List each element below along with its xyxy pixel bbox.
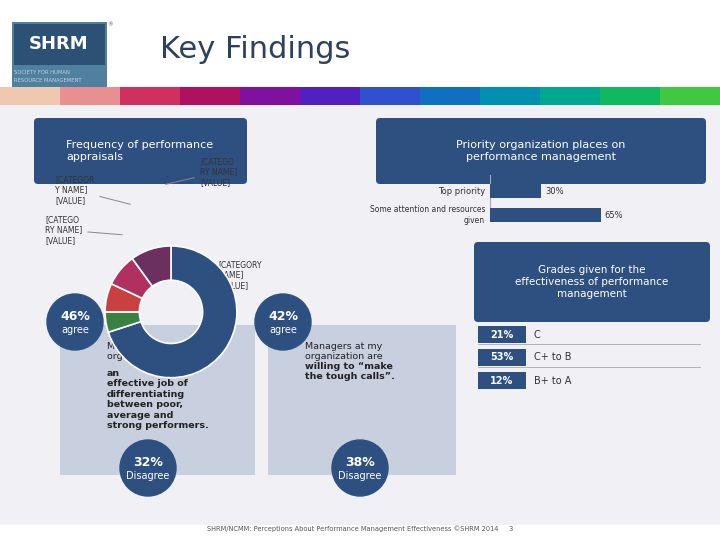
FancyBboxPatch shape	[478, 372, 526, 389]
FancyBboxPatch shape	[300, 87, 361, 105]
FancyBboxPatch shape	[540, 87, 600, 105]
Text: 38%: 38%	[345, 456, 375, 469]
Text: ®: ®	[107, 23, 112, 28]
Text: Disagree: Disagree	[126, 471, 170, 481]
Text: 32%: 32%	[133, 456, 163, 469]
Text: Managers at my
organizations did: Managers at my organizations did	[107, 342, 192, 361]
FancyBboxPatch shape	[180, 87, 240, 105]
FancyBboxPatch shape	[660, 87, 720, 105]
Text: C+ to B: C+ to B	[534, 353, 572, 362]
FancyBboxPatch shape	[600, 87, 660, 105]
Text: [CATEGO
RY NAME]
[VALUE]: [CATEGO RY NAME] [VALUE]	[45, 215, 122, 245]
FancyBboxPatch shape	[420, 87, 480, 105]
Wedge shape	[105, 284, 143, 312]
Text: Disagree: Disagree	[338, 471, 382, 481]
Text: Top priority: Top priority	[438, 186, 485, 195]
FancyBboxPatch shape	[12, 22, 107, 92]
Text: C: C	[534, 329, 541, 340]
Text: SOCIETY FOR HUMAN: SOCIETY FOR HUMAN	[14, 70, 70, 75]
Text: willing to “make
the tough calls”.: willing to “make the tough calls”.	[305, 362, 395, 381]
Text: Grades given for the
effectiveness of performance
management: Grades given for the effectiveness of pe…	[516, 265, 669, 299]
FancyBboxPatch shape	[478, 349, 526, 366]
Text: B+ to A: B+ to A	[534, 375, 572, 386]
Text: 65%: 65%	[605, 211, 623, 219]
Text: [CATEGO
RY NAME]
[VALUE]: [CATEGO RY NAME] [VALUE]	[166, 157, 238, 187]
Circle shape	[120, 440, 176, 496]
FancyBboxPatch shape	[490, 184, 541, 198]
Text: Key Findings: Key Findings	[160, 36, 351, 64]
Text: 12%: 12%	[490, 375, 513, 386]
Text: an
effective job of
differentiating
between poor,
average and
strong performers.: an effective job of differentiating betw…	[107, 369, 209, 430]
FancyBboxPatch shape	[268, 325, 456, 475]
Circle shape	[255, 294, 311, 350]
FancyBboxPatch shape	[376, 118, 706, 184]
Text: 46%: 46%	[60, 310, 90, 323]
FancyBboxPatch shape	[478, 326, 526, 343]
FancyBboxPatch shape	[34, 118, 247, 184]
FancyBboxPatch shape	[490, 208, 600, 222]
Text: agree: agree	[269, 325, 297, 335]
Wedge shape	[112, 259, 153, 299]
Text: Frequency of performance
appraisals: Frequency of performance appraisals	[66, 140, 214, 162]
Wedge shape	[105, 312, 141, 332]
FancyBboxPatch shape	[0, 0, 720, 100]
Text: 53%: 53%	[490, 353, 513, 362]
Text: Some attention and resources
given: Some attention and resources given	[369, 205, 485, 225]
Wedge shape	[108, 246, 237, 377]
FancyBboxPatch shape	[240, 87, 300, 105]
FancyBboxPatch shape	[60, 87, 120, 105]
FancyBboxPatch shape	[60, 325, 255, 475]
Text: [CATEGOR
Y NAME]
[VALUE]: [CATEGOR Y NAME] [VALUE]	[55, 175, 130, 205]
Text: [CATEGORY
NAME]
[VALUE]: [CATEGORY NAME] [VALUE]	[196, 256, 261, 290]
FancyBboxPatch shape	[14, 24, 105, 65]
FancyBboxPatch shape	[0, 87, 60, 105]
Text: 21%: 21%	[490, 329, 513, 340]
FancyBboxPatch shape	[480, 87, 541, 105]
Text: Priority organization places on
performance management: Priority organization places on performa…	[456, 140, 626, 162]
Text: agree: agree	[61, 325, 89, 335]
Text: 30%: 30%	[545, 186, 564, 195]
Text: SHRM/NCMM: Perceptions About Performance Management Effectiveness ©SHRM 2014    : SHRM/NCMM: Perceptions About Performance…	[207, 525, 513, 532]
Wedge shape	[132, 246, 171, 286]
FancyBboxPatch shape	[0, 90, 720, 525]
Circle shape	[47, 294, 103, 350]
Text: Managers at my
organization are: Managers at my organization are	[305, 342, 382, 372]
Text: SHRM: SHRM	[30, 35, 89, 53]
FancyBboxPatch shape	[360, 87, 420, 105]
FancyBboxPatch shape	[474, 242, 710, 322]
Text: 42%: 42%	[268, 310, 298, 323]
FancyBboxPatch shape	[120, 87, 181, 105]
Text: RESOURCE MANAGEMENT: RESOURCE MANAGEMENT	[14, 78, 81, 83]
Circle shape	[332, 440, 388, 496]
